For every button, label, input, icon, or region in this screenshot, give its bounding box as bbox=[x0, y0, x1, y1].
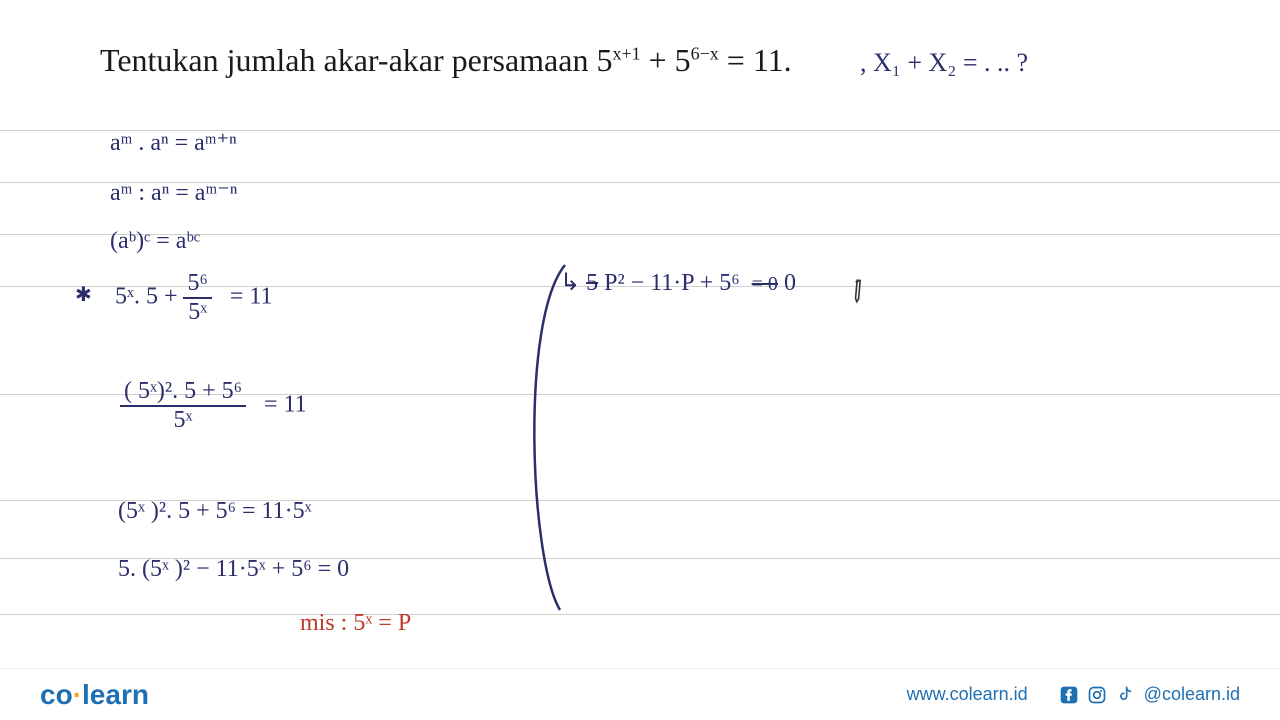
social-group: @colearn.id bbox=[1058, 684, 1240, 706]
work-line-2: ( 5ˣ)². 5 + 5⁶ 5ˣ = 11 bbox=[120, 378, 307, 434]
tiktok-icon bbox=[1114, 684, 1136, 706]
problem-annotation: , X₁ + X₂ = . .. ? bbox=[860, 48, 1028, 78]
work-right-1: ↳ 5 P² − 11·P + 5⁶ = 0 0 bbox=[560, 268, 796, 297]
frac-den: 5ˣ bbox=[120, 407, 246, 434]
work-line-4: 5. (5ˣ )² − 11·5ˣ + 5⁶ = 0 bbox=[118, 556, 349, 583]
work-line-3: (5ˣ )². 5 + 5⁶ = 11·5ˣ bbox=[118, 498, 312, 525]
problem-text: Tentukan jumlah akar-akar persamaan 5x+1… bbox=[100, 42, 792, 79]
frac-den: 5ˣ bbox=[183, 299, 211, 326]
problem-suffix: = 11. bbox=[719, 42, 792, 78]
footer-url: www.colearn.id bbox=[907, 684, 1028, 705]
brand-logo: co·learn bbox=[40, 679, 149, 711]
footer: co·learn www.colearn.id @colearn.id bbox=[0, 668, 1280, 720]
work-line-2-eq: = 11 bbox=[264, 392, 307, 418]
rule-3: (aᵇ)ᶜ = aᵇᶜ bbox=[110, 228, 200, 255]
work-line-2-frac: ( 5ˣ)². 5 + 5⁶ 5ˣ bbox=[120, 378, 246, 434]
zero: 0 bbox=[784, 270, 796, 296]
connecting-curve bbox=[510, 260, 630, 620]
struck-five: 5 bbox=[586, 270, 598, 296]
struck-eq: = 0 bbox=[752, 273, 778, 295]
frac-num: 5⁶ bbox=[183, 270, 211, 299]
work-line-1-frac: 5⁶ 5ˣ bbox=[183, 270, 211, 326]
social-icons bbox=[1058, 684, 1136, 706]
work-right-rest: P² − 11·P + 5⁶ bbox=[598, 270, 740, 296]
work-line-1: 5ˣ. 5 + 5⁶ 5ˣ = 11 bbox=[115, 270, 273, 326]
rule-2: aᵐ : aⁿ = aᵐ⁻ⁿ bbox=[110, 178, 237, 207]
rule-1: aᵐ . aⁿ = aᵐ⁺ⁿ bbox=[110, 128, 237, 157]
instagram-icon bbox=[1086, 684, 1108, 706]
problem-exp1: x+1 bbox=[612, 43, 640, 63]
problem-prefix: Tentukan jumlah akar-akar persamaan 5 bbox=[100, 42, 612, 78]
arrow-icon: ↳ bbox=[560, 270, 586, 296]
social-handle: @colearn.id bbox=[1144, 684, 1240, 705]
pencil-cursor-icon bbox=[840, 270, 877, 307]
work-line-1-eq: = 11 bbox=[230, 284, 273, 310]
logo-learn: learn bbox=[82, 679, 149, 710]
star-marker: ✱ bbox=[75, 282, 92, 307]
page: Tentukan jumlah akar-akar persamaan 5x+1… bbox=[0, 0, 1280, 720]
work-line-1-lhs: 5ˣ. 5 + bbox=[115, 284, 177, 310]
problem-exp2: 6−x bbox=[691, 43, 719, 63]
footer-right: www.colearn.id @colearn.id bbox=[907, 684, 1240, 706]
logo-dot-icon: · bbox=[73, 679, 82, 710]
frac-num: ( 5ˣ)². 5 + 5⁶ bbox=[120, 378, 246, 407]
logo-co: co bbox=[40, 679, 73, 710]
ruled-line bbox=[0, 614, 1280, 615]
facebook-icon bbox=[1058, 684, 1080, 706]
problem-mid: + 5 bbox=[641, 42, 691, 78]
substitution-note: mis : 5ˣ = P bbox=[300, 610, 411, 637]
